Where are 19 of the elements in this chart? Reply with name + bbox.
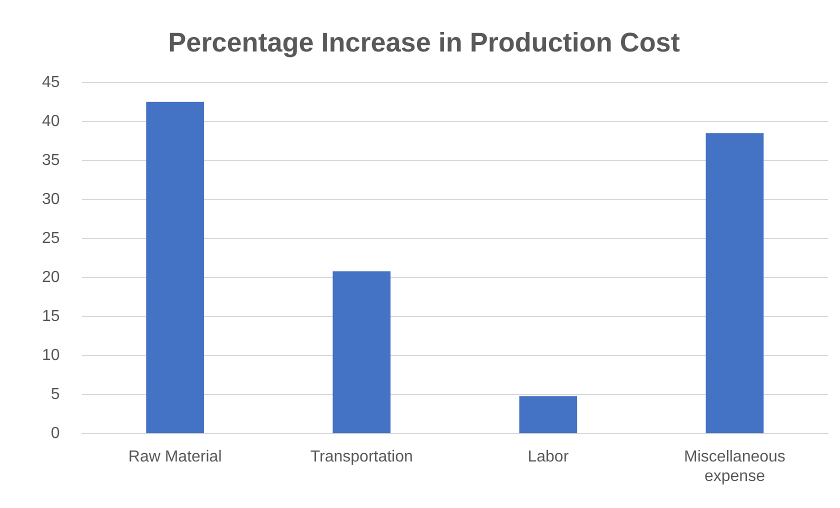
- y-tick-label: 10: [42, 346, 60, 364]
- y-tick-label: 15: [42, 308, 60, 325]
- x-tick-label: Miscellaneous expense: [684, 448, 786, 485]
- bar: [519, 396, 578, 434]
- y-tick-label: 30: [42, 190, 60, 208]
- y-tick-label: 5: [50, 386, 60, 403]
- y-tick-label: 20: [42, 268, 60, 286]
- y-tick-label: 0: [50, 425, 60, 442]
- bar: [332, 271, 391, 434]
- bar: [706, 133, 764, 434]
- chart-title: Percentage Increase in Production Cost: [168, 28, 680, 58]
- x-tick-label: Labor: [528, 448, 570, 466]
- y-tick-label: 40: [42, 112, 60, 130]
- x-tick-label: Raw Material: [128, 448, 222, 466]
- x-tick-label: Transportation: [310, 448, 413, 466]
- y-tick-label: 25: [42, 230, 60, 247]
- y-tick-label: 45: [42, 74, 60, 91]
- bar: [146, 102, 204, 434]
- y-tick-label: 35: [42, 152, 60, 169]
